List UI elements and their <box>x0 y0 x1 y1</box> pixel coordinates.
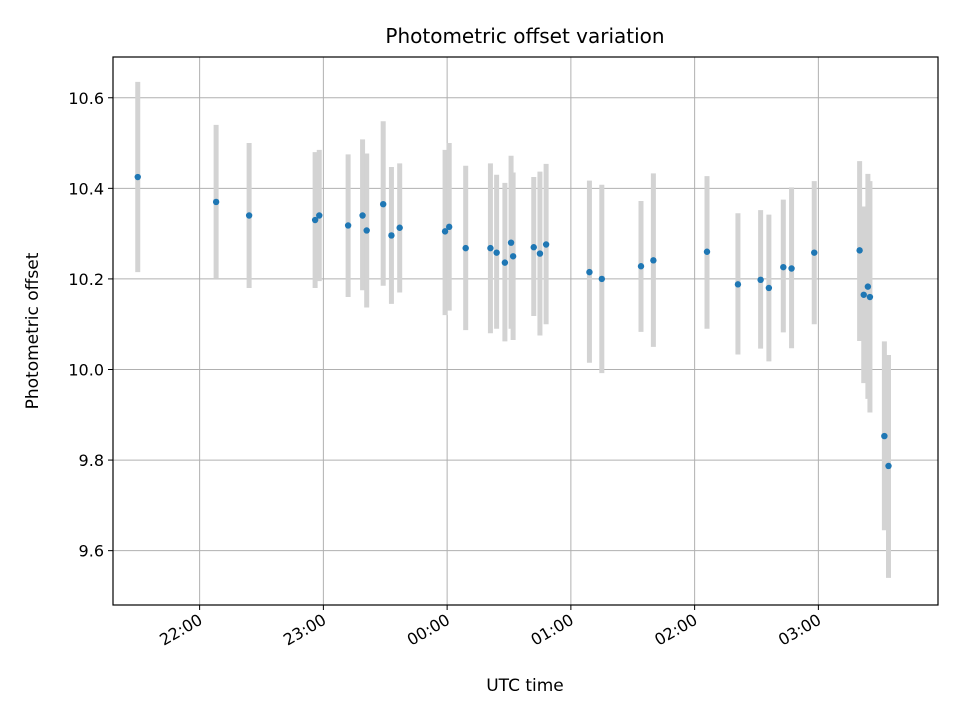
data-point <box>311 216 319 224</box>
data-point <box>765 284 773 292</box>
data-point <box>703 248 711 255</box>
x-tick-label: 22:00 <box>156 610 205 650</box>
data-point <box>860 291 867 298</box>
data-point <box>316 212 323 219</box>
data-point <box>441 228 449 235</box>
y-tick-label: 10.0 <box>68 360 104 379</box>
errorbar-layer <box>135 81 891 578</box>
data-point <box>536 250 544 257</box>
data-point <box>586 268 593 276</box>
data-point <box>757 276 764 284</box>
data-point <box>734 281 742 288</box>
data-point <box>864 283 872 290</box>
data-point <box>363 227 370 234</box>
x-tick-label: 00:00 <box>404 610 453 650</box>
data-point <box>530 244 537 251</box>
data-point <box>507 239 515 246</box>
chart-title: Photometric offset variation <box>385 24 664 48</box>
grid-layer <box>113 57 938 605</box>
data-point <box>445 223 453 231</box>
data-point <box>881 432 888 440</box>
data-point <box>780 263 787 271</box>
data-point <box>487 244 494 252</box>
data-point <box>856 247 863 254</box>
data-point <box>637 263 645 270</box>
data-point <box>788 265 795 272</box>
y-tick-label: 10.6 <box>68 89 104 108</box>
data-point <box>344 222 352 229</box>
x-tick-label: 23:00 <box>280 610 329 650</box>
data-point <box>866 293 874 301</box>
data-point <box>134 173 141 181</box>
data-point <box>509 253 517 260</box>
data-point <box>245 212 253 219</box>
y-tick-label: 9.8 <box>79 451 104 470</box>
y-tick-label: 9.6 <box>79 542 104 561</box>
data-point <box>598 275 606 283</box>
data-point <box>379 200 387 208</box>
plot-frame <box>112 56 939 606</box>
data-point <box>359 212 366 219</box>
y-tick-label: 10.2 <box>68 270 104 289</box>
y-axis: 9.6 9.8 10.0 10.2 10.4 10.6 <box>68 89 113 561</box>
data-point <box>811 249 818 256</box>
x-axis: 22:00 23:00 00:00 01:00 02:00 03:00 <box>156 605 824 650</box>
y-tick-label: 10.4 <box>68 179 104 198</box>
x-tick-label: 02:00 <box>651 610 700 650</box>
x-tick-label: 03:00 <box>775 610 824 650</box>
data-point <box>212 198 220 206</box>
data-point <box>501 259 509 266</box>
data-point <box>650 257 657 264</box>
x-axis-label: UTC time <box>486 676 564 696</box>
data-point <box>462 244 469 252</box>
x-tick-label: 01:00 <box>527 610 576 650</box>
data-point <box>396 224 403 231</box>
data-point <box>542 241 550 248</box>
point-layer <box>134 173 892 470</box>
y-axis-label: Photometric offset <box>23 252 43 409</box>
data-point <box>885 462 892 470</box>
data-point <box>493 249 500 256</box>
data-point <box>388 232 395 239</box>
